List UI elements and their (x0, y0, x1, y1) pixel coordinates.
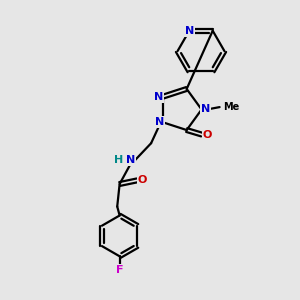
Text: N: N (155, 117, 164, 127)
Text: O: O (203, 130, 212, 140)
Text: N: N (126, 155, 135, 165)
Text: O: O (138, 176, 147, 185)
Text: Me: Me (223, 102, 239, 112)
Text: H: H (114, 155, 124, 165)
Text: F: F (116, 265, 123, 275)
Text: N: N (185, 26, 194, 36)
Text: N: N (154, 92, 164, 102)
Text: N: N (201, 104, 210, 115)
